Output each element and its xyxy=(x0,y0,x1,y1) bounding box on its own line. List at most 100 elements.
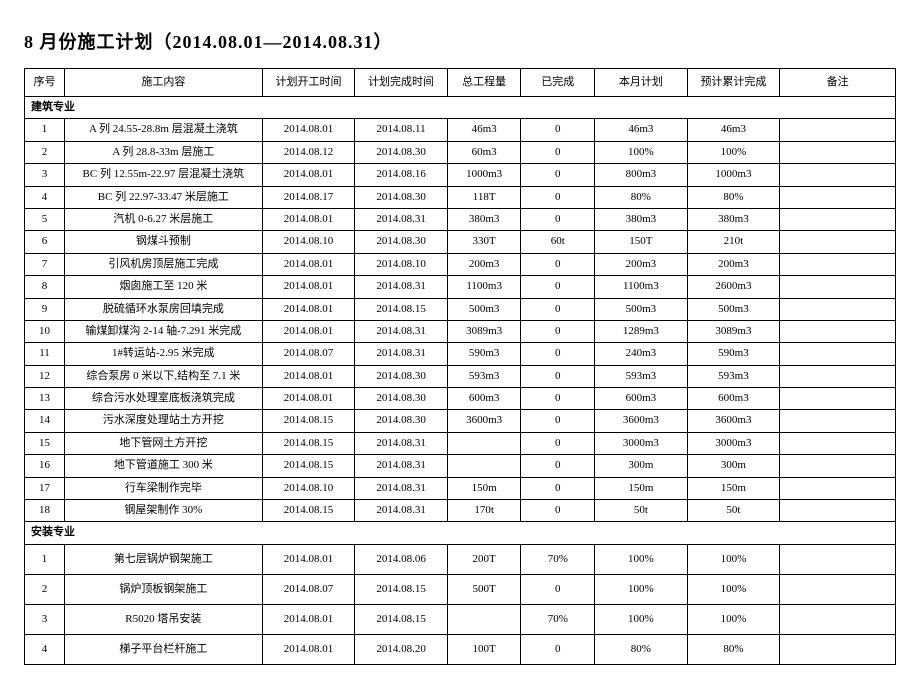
cell-cumul: 600m3 xyxy=(687,388,780,410)
cell-done: 0 xyxy=(521,477,595,499)
cell-remark xyxy=(780,276,896,298)
cell-start: 2014.08.01 xyxy=(262,320,355,342)
table-row: 17行车梁制作完毕2014.08.102014.08.31150m0150m15… xyxy=(25,477,896,499)
cell-month: 500m3 xyxy=(595,298,688,320)
cell-end: 2014.08.30 xyxy=(355,141,448,163)
cell-seq: 13 xyxy=(25,388,65,410)
cell-total: 150m xyxy=(447,477,521,499)
cell-end: 2014.08.31 xyxy=(355,500,448,522)
col-end: 计划完成时间 xyxy=(355,69,448,97)
cell-remark xyxy=(780,604,896,634)
cell-seq: 12 xyxy=(25,365,65,387)
cell-done: 0 xyxy=(521,119,595,141)
col-remark: 备注 xyxy=(780,69,896,97)
cell-month: 300m xyxy=(595,455,688,477)
cell-seq: 14 xyxy=(25,410,65,432)
cell-content: 脱硫循环水泵房回填完成 xyxy=(64,298,262,320)
cell-month: 800m3 xyxy=(595,164,688,186)
cell-seq: 3 xyxy=(25,164,65,186)
cell-seq: 18 xyxy=(25,500,65,522)
cell-total: 170t xyxy=(447,500,521,522)
cell-content: A 列 28.8-33m 层施工 xyxy=(64,141,262,163)
cell-end: 2014.08.31 xyxy=(355,343,448,365)
cell-month: 3000m3 xyxy=(595,432,688,454)
cell-month: 380m3 xyxy=(595,208,688,230)
cell-cumul: 46m3 xyxy=(687,119,780,141)
col-month: 本月计划 xyxy=(595,69,688,97)
cell-total: 46m3 xyxy=(447,119,521,141)
cell-remark xyxy=(780,343,896,365)
cell-content: 钢煤斗预制 xyxy=(64,231,262,253)
cell-end: 2014.08.20 xyxy=(355,634,448,664)
table-row: 15地下管网土方开挖2014.08.152014.08.3103000m3300… xyxy=(25,432,896,454)
cell-content: BC 列 12.55m-22.97 层混凝土浇筑 xyxy=(64,164,262,186)
cell-cumul: 500m3 xyxy=(687,298,780,320)
table-row: 6钢煤斗预制2014.08.102014.08.30330T60t150T210… xyxy=(25,231,896,253)
cell-total: 590m3 xyxy=(447,343,521,365)
cell-end: 2014.08.10 xyxy=(355,253,448,275)
cell-remark xyxy=(780,208,896,230)
cell-seq: 17 xyxy=(25,477,65,499)
cell-seq: 11 xyxy=(25,343,65,365)
cell-done: 0 xyxy=(521,343,595,365)
cell-seq: 10 xyxy=(25,320,65,342)
cell-cumul: 100% xyxy=(687,141,780,163)
table-row: 1第七层锅炉钢架施工2014.08.012014.08.06200T70%100… xyxy=(25,544,896,574)
cell-end: 2014.08.30 xyxy=(355,388,448,410)
cell-remark xyxy=(780,634,896,664)
cell-total: 60m3 xyxy=(447,141,521,163)
cell-remark xyxy=(780,365,896,387)
cell-end: 2014.08.31 xyxy=(355,432,448,454)
cell-done: 0 xyxy=(521,253,595,275)
cell-cumul: 50t xyxy=(687,500,780,522)
cell-seq: 15 xyxy=(25,432,65,454)
cell-end: 2014.08.11 xyxy=(355,119,448,141)
cell-end: 2014.08.06 xyxy=(355,544,448,574)
cell-seq: 3 xyxy=(25,604,65,634)
cell-start: 2014.08.01 xyxy=(262,634,355,664)
col-content: 施工内容 xyxy=(64,69,262,97)
cell-seq: 1 xyxy=(25,544,65,574)
cell-total: 200m3 xyxy=(447,253,521,275)
cell-content: 行车梁制作完毕 xyxy=(64,477,262,499)
cell-seq: 9 xyxy=(25,298,65,320)
cell-remark xyxy=(780,164,896,186)
cell-end: 2014.08.30 xyxy=(355,186,448,208)
table-row: 3R5020 塔吊安装2014.08.012014.08.1570%100%10… xyxy=(25,604,896,634)
cell-remark xyxy=(780,186,896,208)
table-row: 4梯子平台栏杆施工2014.08.012014.08.20100T080%80% xyxy=(25,634,896,664)
cell-cumul: 3089m3 xyxy=(687,320,780,342)
table-row: 13综合污水处理室底板浇筑完成2014.08.012014.08.30600m3… xyxy=(25,388,896,410)
cell-start: 2014.08.10 xyxy=(262,477,355,499)
cell-content: 1#转运站-2.95 米完成 xyxy=(64,343,262,365)
cell-seq: 2 xyxy=(25,574,65,604)
cell-content: 输煤卸煤沟 2-14 轴-7.291 米完成 xyxy=(64,320,262,342)
cell-month: 200m3 xyxy=(595,253,688,275)
cell-done: 0 xyxy=(521,500,595,522)
cell-content: BC 列 22.97-33.47 米层施工 xyxy=(64,186,262,208)
cell-remark xyxy=(780,119,896,141)
table-row: 9脱硫循环水泵房回填完成2014.08.012014.08.15500m3050… xyxy=(25,298,896,320)
cell-remark xyxy=(780,320,896,342)
cell-remark xyxy=(780,231,896,253)
page-title: 8 月份施工计划（2014.08.01—2014.08.31） xyxy=(24,28,896,54)
cell-end: 2014.08.15 xyxy=(355,298,448,320)
cell-content: 地下管道施工 300 米 xyxy=(64,455,262,477)
cell-seq: 4 xyxy=(25,186,65,208)
cell-total: 500m3 xyxy=(447,298,521,320)
cell-content: 钢屋架制作 30% xyxy=(64,500,262,522)
section-header: 安装专业 xyxy=(25,522,896,544)
cell-start: 2014.08.12 xyxy=(262,141,355,163)
section-name: 安装专业 xyxy=(25,522,896,544)
table-row: 3BC 列 12.55m-22.97 层混凝土浇筑2014.08.012014.… xyxy=(25,164,896,186)
cell-cumul: 3600m3 xyxy=(687,410,780,432)
table-row: 7引风机房顶层施工完成2014.08.012014.08.10200m30200… xyxy=(25,253,896,275)
cell-content: 综合泵房 0 米以下,结构至 7.1 米 xyxy=(64,365,262,387)
cell-done: 0 xyxy=(521,410,595,432)
cell-total: 3600m3 xyxy=(447,410,521,432)
cell-cumul: 100% xyxy=(687,604,780,634)
cell-start: 2014.08.01 xyxy=(262,388,355,410)
cell-month: 100% xyxy=(595,604,688,634)
cell-content: 地下管网土方开挖 xyxy=(64,432,262,454)
cell-cumul: 1000m3 xyxy=(687,164,780,186)
